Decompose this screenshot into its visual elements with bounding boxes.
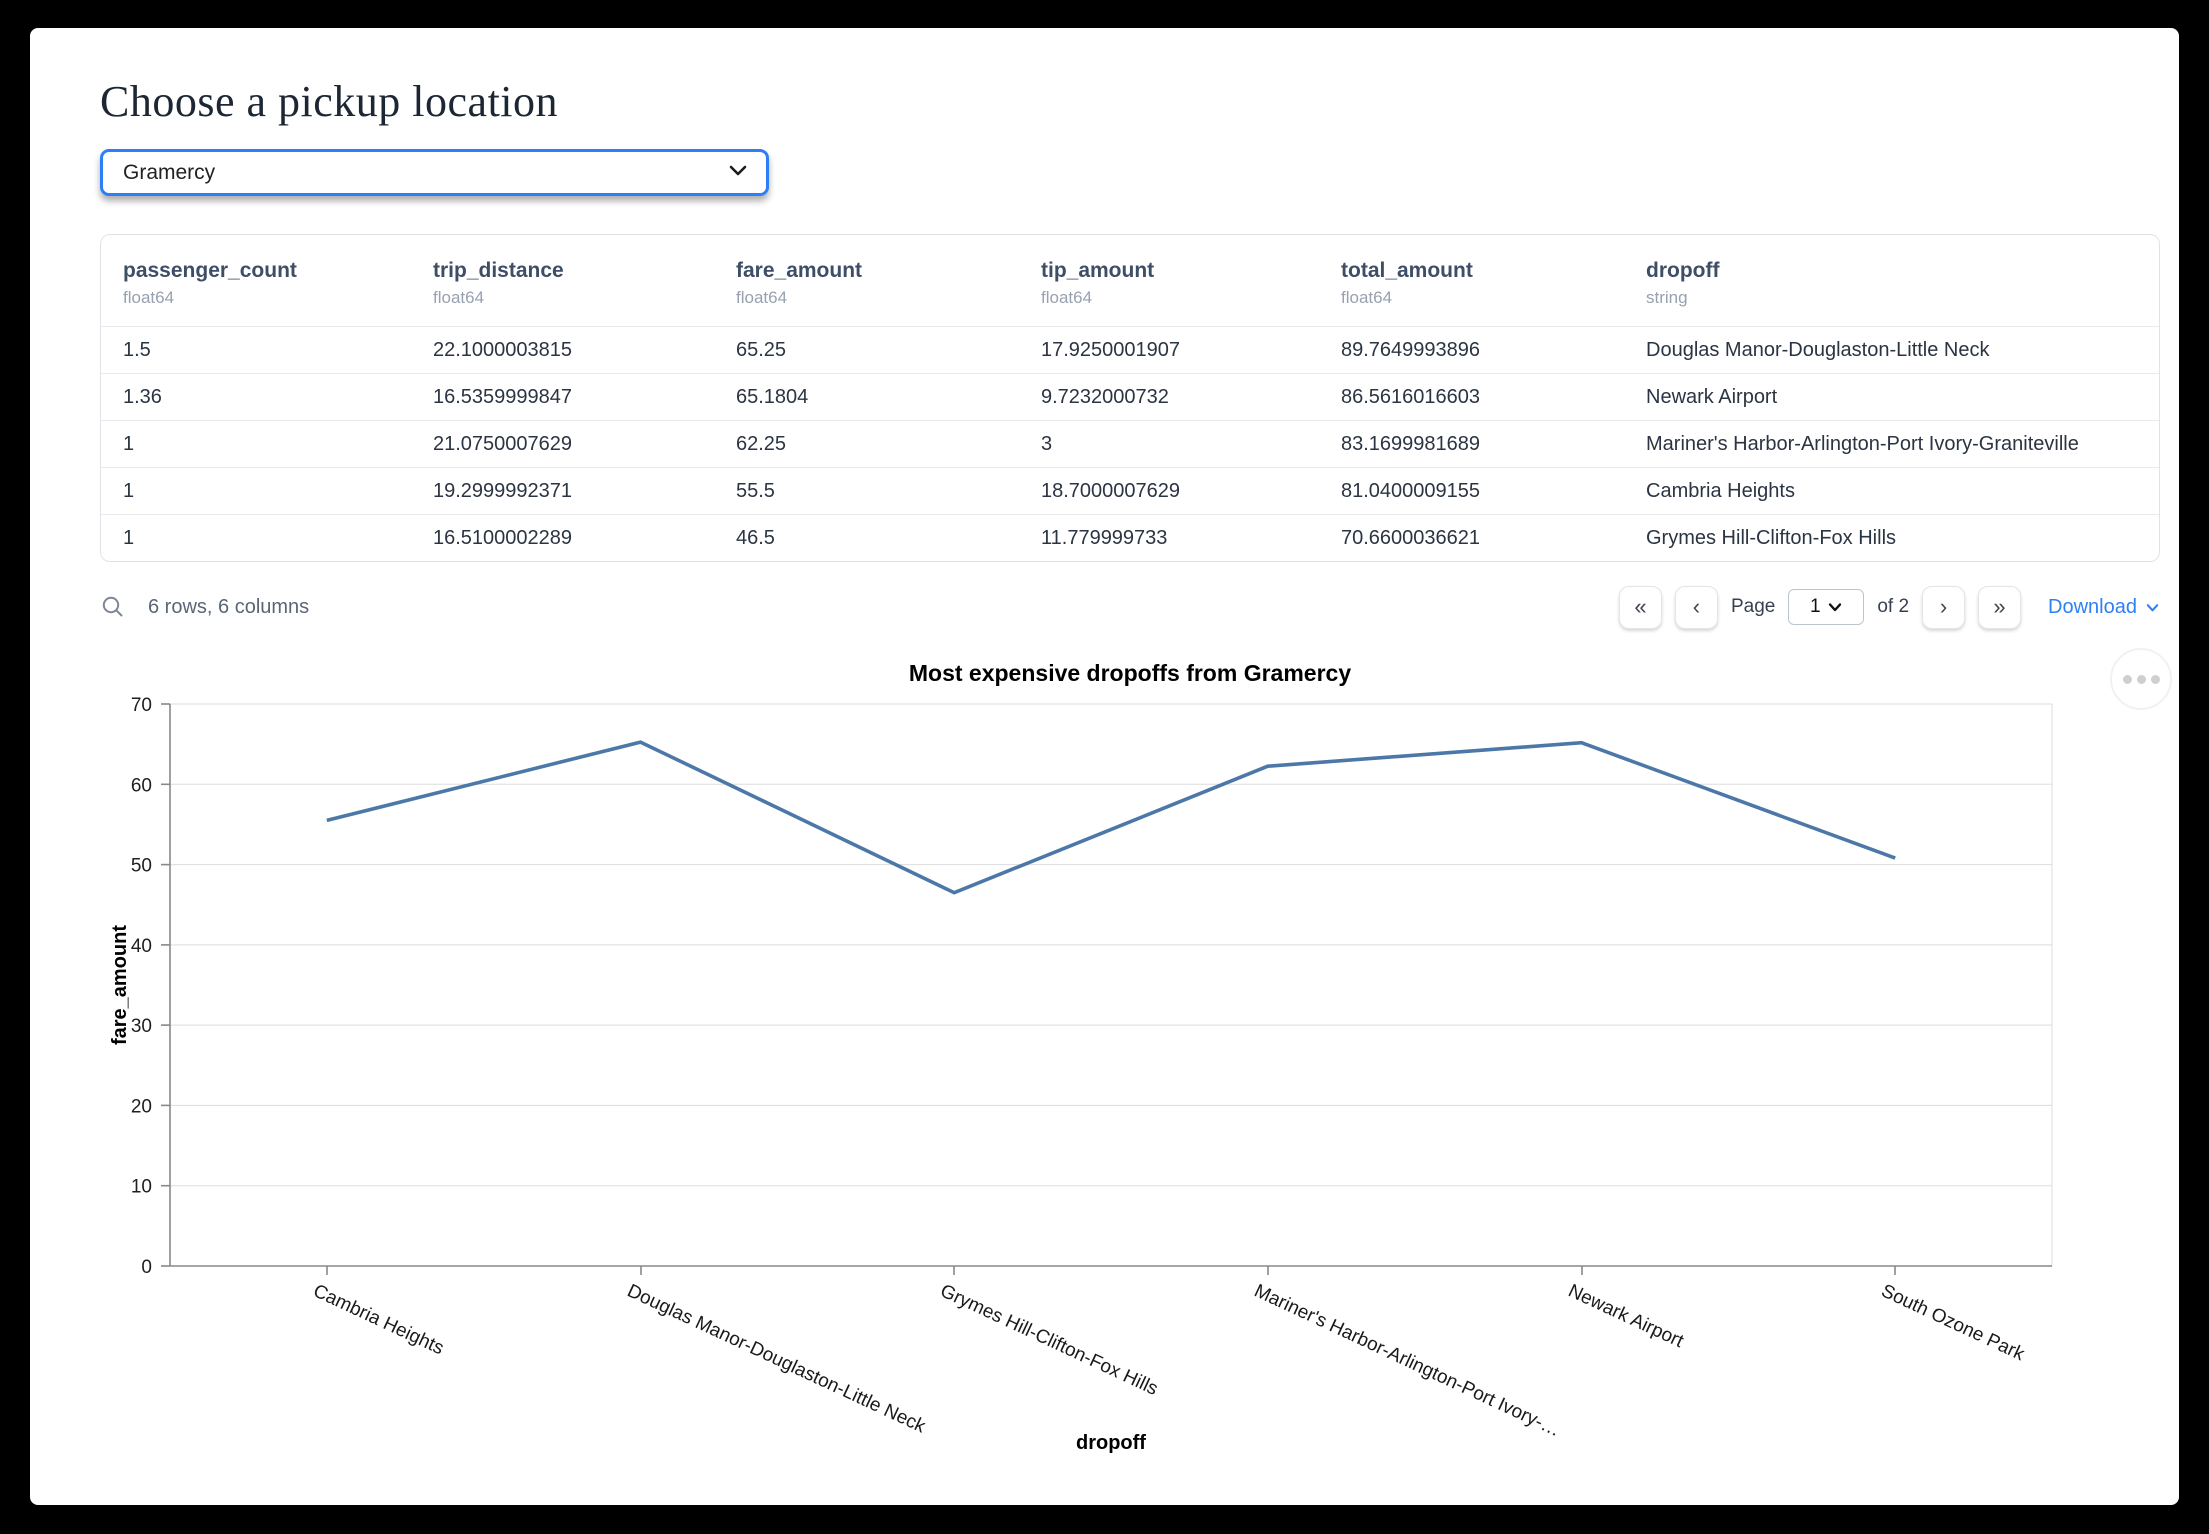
column-header-tip-amount[interactable]: tip_amount float64: [1041, 259, 1155, 307]
column-header-total-amount[interactable]: total_amount float64: [1341, 259, 1473, 307]
first-page-button[interactable]: «: [1618, 585, 1662, 629]
app-window: Choose a pickup location Gramercy passen…: [30, 28, 2179, 1505]
x-tick-label: Douglas Manor-Douglaston-Little Neck: [624, 1280, 929, 1437]
previous-page-button[interactable]: ‹: [1674, 585, 1718, 629]
page-total-label: of 2: [1877, 596, 1910, 617]
pickup-location-select[interactable]: Gramercy: [100, 149, 769, 196]
y-tick-label: 50: [131, 856, 152, 877]
chart-title: Most expensive dropoffs from Gramercy: [908, 660, 1352, 686]
chevron-down-icon: [1827, 599, 1843, 615]
next-page-button[interactable]: ›: [1922, 585, 1966, 629]
y-tick-label: 0: [141, 1257, 152, 1278]
search-icon[interactable]: [100, 594, 126, 620]
line-chart: Most expensive dropoffs from Gramercy: [100, 648, 2172, 1486]
pickup-location-value: Gramercy: [123, 160, 216, 184]
page-title: Choose a pickup location: [100, 77, 559, 126]
table-row[interactable]: 1 19.2999992371 55.5 18.7000007629 81.04…: [101, 467, 2159, 514]
x-tick-label: Mariner's Harbor-Arlington-Port Ivory-…: [1251, 1280, 1564, 1441]
line-series: [326, 740, 1896, 895]
row-column-summary: 6 rows, 6 columns: [148, 595, 310, 618]
table-row[interactable]: 1 21.0750007629 62.25 3 83.1699981689 Ma…: [101, 420, 2159, 467]
table-footer: 6 rows, 6 columns « ‹ Page 1 of 2 › » Do…: [100, 582, 2160, 632]
y-tick-label: 20: [131, 1096, 152, 1117]
table-row[interactable]: 1.5 22.1000003815 65.25 17.9250001907 89…: [101, 326, 2159, 373]
y-tick-label: 30: [131, 1016, 152, 1037]
chevron-down-icon: [726, 158, 750, 187]
table-row[interactable]: 1 16.5100002289 46.5 11.779999733 70.660…: [101, 514, 2159, 561]
chart-canvas: 70 60 50 40 30 20 10 0 Cambria Heights D…: [109, 695, 2053, 1454]
column-header-fare-amount[interactable]: fare_amount float64: [736, 259, 863, 307]
chevron-down-icon: [2145, 600, 2160, 615]
last-page-button[interactable]: »: [1978, 585, 2022, 629]
download-button[interactable]: Download: [2048, 596, 2160, 619]
column-header-dropoff[interactable]: dropoff string: [1646, 259, 1720, 307]
y-tick-label: 10: [131, 1177, 152, 1198]
x-tick-label: Grymes Hill-Clifton-Fox Hills: [937, 1280, 1161, 1399]
y-tick-label: 60: [131, 775, 152, 796]
table-header-row: passenger_count float64 trip_distance fl…: [101, 235, 2159, 326]
x-tick-label: Cambria Heights: [310, 1280, 447, 1359]
y-axis-title: fare_amount: [109, 925, 131, 1045]
chart-options-button[interactable]: [2110, 648, 2172, 710]
page-label: Page: [1730, 596, 1776, 617]
column-header-passenger-count[interactable]: passenger_count float64: [123, 259, 297, 307]
x-axis-title: dropoff: [1076, 1432, 1146, 1454]
table-row[interactable]: 1.36 16.5359999847 65.1804 9.7232000732 …: [101, 373, 2159, 420]
y-tick-label: 40: [131, 936, 152, 957]
x-tick-label: Newark Airport: [1565, 1280, 1687, 1352]
y-tick-label: 70: [131, 695, 152, 716]
data-table: passenger_count float64 trip_distance fl…: [100, 234, 2160, 562]
column-header-trip-distance[interactable]: trip_distance float64: [433, 259, 564, 307]
page-number-select[interactable]: 1: [1788, 589, 1865, 625]
x-tick-label: South Ozone Park: [1878, 1280, 2028, 1365]
